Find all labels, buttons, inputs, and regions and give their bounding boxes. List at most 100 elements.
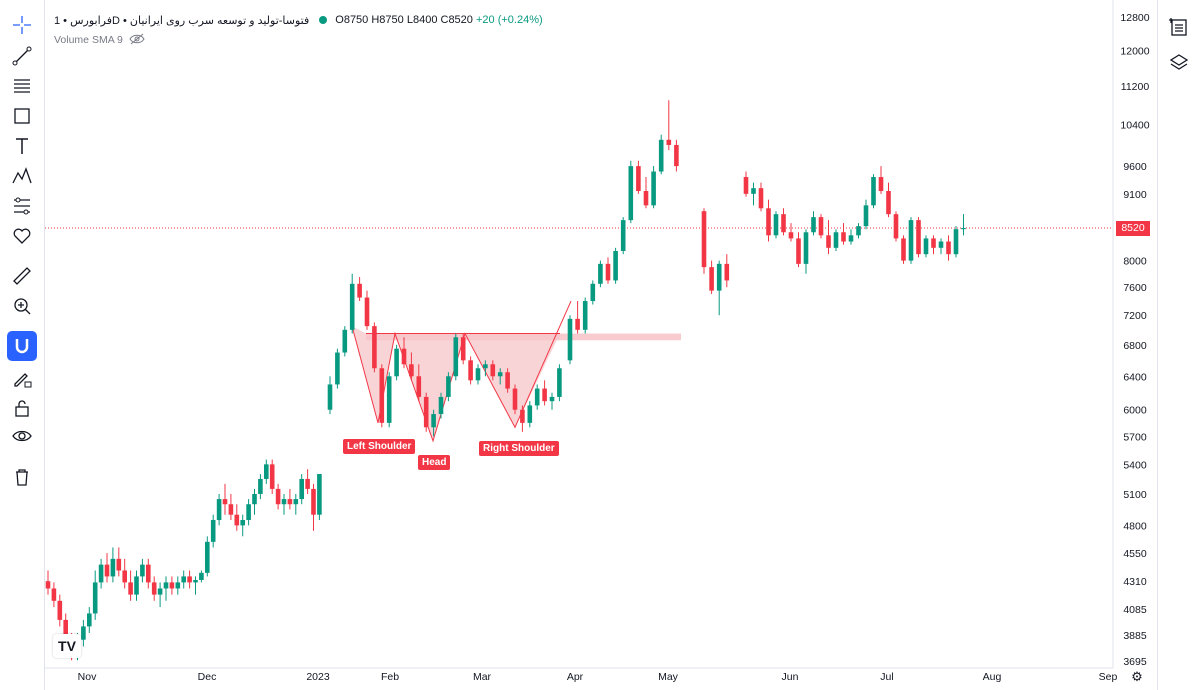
candle-body — [104, 564, 110, 577]
candle-body — [394, 348, 399, 377]
lock-icon[interactable] — [7, 393, 37, 423]
price-tick: 4085 — [1123, 604, 1147, 616]
candle-body — [923, 238, 929, 255]
candle-body — [505, 372, 510, 389]
candle-body — [781, 214, 786, 233]
price-axis: 12800 12000 11200 10400 9600 9100 8000 7600 7200… — [1112, 0, 1150, 668]
price-tick: 6400 — [1123, 371, 1147, 383]
prediction-icon[interactable] — [7, 191, 37, 221]
crosshair-icon[interactable] — [7, 10, 37, 40]
candle-body — [542, 388, 547, 402]
right-shoulder-area — [465, 333, 560, 428]
left-toolbar — [0, 0, 45, 690]
candle-body — [327, 384, 333, 410]
candle-body — [258, 478, 263, 494]
candle-body — [833, 232, 839, 248]
lock-draw-icon[interactable] — [7, 363, 37, 393]
left-shoulder-label[interactable]: Left Shoulder — [343, 439, 416, 454]
candle-body — [549, 396, 555, 402]
symbol-title[interactable]: فرابورس • 1D • فتوسا-تولید و توسعه سرب ر… — [54, 14, 310, 27]
candle-body — [773, 214, 779, 236]
candle-body — [87, 613, 92, 627]
candle-body — [575, 318, 580, 330]
axis-settings-icon[interactable]: ⚙ — [1131, 669, 1143, 684]
magnet-icon[interactable] — [7, 331, 37, 361]
ohlc-c: C8520 — [440, 14, 476, 26]
fib-icon[interactable] — [7, 71, 37, 101]
time-axis: Nov Dec 2023 Feb Mar Apr May Jun Jul Aug Sep ⚙ — [45, 667, 1143, 684]
candle-body — [961, 227, 966, 230]
watchlist-icon[interactable] — [1164, 12, 1194, 42]
candle-body — [901, 238, 906, 261]
time-label: May — [658, 671, 679, 683]
price-tick: 12800 — [1120, 12, 1149, 24]
candle-body — [701, 211, 707, 268]
candle-body — [620, 220, 626, 251]
candle-body — [98, 564, 104, 583]
trendline-icon[interactable] — [7, 41, 37, 71]
pattern-outline — [351, 300, 572, 443]
market-status-dot — [319, 16, 328, 24]
layers-icon[interactable] — [1164, 48, 1194, 78]
candle-body — [416, 376, 422, 397]
candle-body — [193, 579, 198, 583]
candle-body — [908, 220, 914, 261]
eye-icon[interactable] — [7, 421, 37, 451]
candle-body — [423, 396, 429, 428]
candle-body — [878, 177, 884, 191]
candle-body — [931, 238, 936, 248]
zoom-in-icon[interactable] — [7, 291, 37, 321]
rectangle-icon[interactable] — [7, 101, 37, 131]
candle-body — [796, 238, 801, 264]
time-label: Apr — [567, 671, 584, 683]
price-tick: 3885 — [1123, 630, 1147, 642]
candle-body — [163, 582, 169, 589]
pattern-icon[interactable] — [7, 161, 37, 191]
candle-body — [57, 600, 63, 620]
candle-body — [582, 301, 588, 330]
candle-body — [349, 283, 355, 330]
volume-indicator-label[interactable]: Volume SMA 9 — [54, 34, 123, 46]
heart-icon[interactable] — [7, 221, 37, 251]
candle-body — [187, 576, 192, 583]
candle-body — [146, 564, 151, 583]
candle-body — [357, 283, 362, 298]
price-tick: 12000 — [1120, 45, 1149, 57]
candle-body — [841, 232, 846, 242]
candle-body — [953, 229, 959, 255]
price-tick: 6000 — [1123, 405, 1147, 417]
right-shoulder-label[interactable]: Right Shoulder — [479, 441, 559, 456]
chart-canvas[interactable]: 12800 12000 11200 10400 9600 9100 8000 7600 7200… — [0, 0, 1160, 690]
candle-body — [651, 171, 656, 206]
candle-body — [205, 541, 210, 573]
candle-body — [468, 360, 473, 381]
text-icon[interactable] — [7, 131, 37, 161]
hide-eye-icon[interactable] — [129, 33, 145, 48]
ruler-icon[interactable] — [7, 261, 37, 291]
candle-body — [222, 499, 228, 505]
candle-body — [520, 409, 525, 423]
candle-body — [818, 217, 824, 236]
candle-body — [317, 474, 322, 515]
candle-body — [803, 232, 809, 264]
candle-body — [938, 241, 944, 248]
candle-body — [264, 464, 269, 479]
candle-body — [483, 364, 488, 369]
candle-body — [228, 504, 234, 515]
chart-legend: فرابورس • 1D • فتوسا-تولید و توسعه سرب ر… — [54, 10, 543, 50]
trash-icon[interactable] — [7, 462, 37, 492]
candle-body — [893, 214, 899, 239]
head-area — [395, 333, 465, 441]
candle-body — [210, 520, 216, 542]
candle-body — [293, 499, 299, 505]
candle-body — [252, 493, 257, 505]
candle-body — [386, 376, 392, 423]
candles — [45, 100, 966, 661]
tradingview-logo[interactable]: TV — [53, 634, 81, 658]
candle-body — [590, 283, 596, 302]
candle-body — [311, 488, 316, 515]
time-label: Sep — [1099, 671, 1118, 683]
price-tick: 7200 — [1123, 310, 1147, 322]
ohlc-change: +20 (+0.24%) — [475, 14, 543, 26]
head-label[interactable]: Head — [418, 455, 451, 470]
